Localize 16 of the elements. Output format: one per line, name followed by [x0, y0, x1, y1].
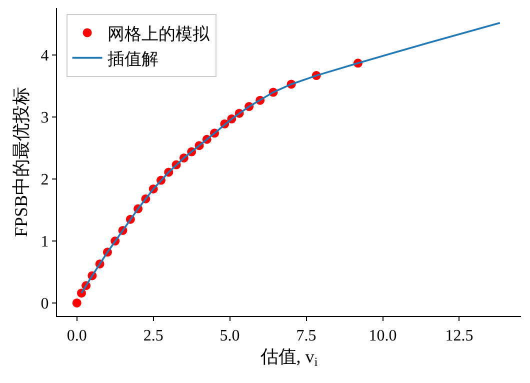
- x-axis-title: 估值, v$_{i}$: [259, 346, 318, 370]
- legend-label: 插值解: [107, 49, 158, 68]
- y-tick-label: 3: [40, 110, 49, 127]
- x-tick-label: 2.5: [143, 327, 164, 344]
- x-tick-label: 5.0: [220, 327, 240, 344]
- legend-label: 网格上的模拟: [107, 24, 210, 44]
- y-tick-label: 2: [40, 172, 49, 189]
- x-tick-label: 0.0: [66, 327, 87, 344]
- y-tick-label: 1: [40, 234, 49, 251]
- x-tick-label: 7.5: [296, 327, 316, 344]
- point: [72, 298, 82, 308]
- x-tick-label: 12.5: [445, 327, 474, 344]
- y-axis-title: FPSB中的最优投标: [10, 86, 31, 238]
- y-tick-label: 4: [40, 48, 49, 65]
- y-tick-label: 0: [40, 296, 49, 313]
- x-tick-label: 10.0: [368, 327, 397, 344]
